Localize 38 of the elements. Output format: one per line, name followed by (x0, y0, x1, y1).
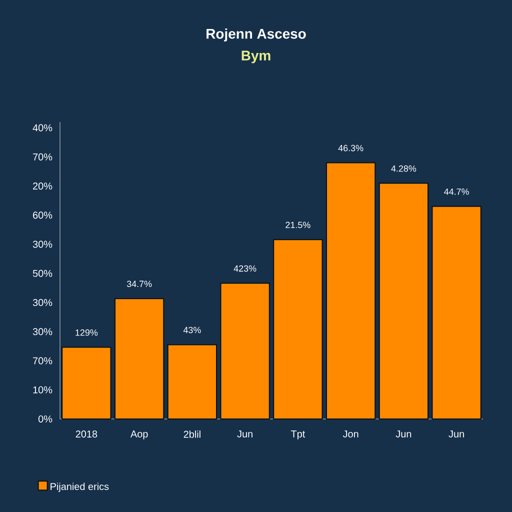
bar (167, 344, 218, 420)
chart-title: Rojenn Asceso (206, 28, 306, 42)
text: 21.5% (286, 222, 310, 228)
text: 129% (76, 329, 98, 336)
text: 70% (33, 357, 52, 364)
x-tick-label: Jun (237, 430, 252, 438)
x-tick-label: 2blil (184, 430, 200, 438)
text: 60% (33, 212, 52, 219)
text: 20% (33, 182, 52, 190)
text: 30% (32, 299, 52, 306)
bar (326, 162, 376, 420)
x-tick-label: Jon (342, 430, 358, 438)
x-tick-label: Tpt (290, 430, 306, 440)
text: 70% (33, 153, 52, 160)
text: 34.7% (126, 280, 152, 288)
text: 10% (33, 386, 52, 394)
text: 44.7% (444, 188, 469, 195)
text: 30% (32, 328, 52, 336)
x-tick-label: Jun (396, 430, 412, 438)
x-tick-label: 2018 (76, 430, 98, 438)
bar (432, 206, 482, 420)
text: 50% (32, 270, 52, 277)
text: 4.28% (391, 165, 416, 172)
bar (62, 346, 112, 420)
text: 46.3% (338, 144, 364, 152)
text: 423% (234, 265, 256, 272)
text: 40% (32, 124, 52, 132)
text: 30% (32, 240, 52, 248)
x-tick-label: Aop (130, 430, 148, 440)
bar (378, 182, 429, 420)
x-tick-label: Jun (448, 430, 464, 438)
chart-subtitle: Bym (242, 50, 270, 64)
text: 0% (38, 415, 52, 423)
legend-label: Pijanied erics (50, 482, 109, 492)
bar (114, 298, 164, 420)
bar (220, 282, 270, 420)
text: 43% (183, 326, 201, 334)
bar (273, 239, 323, 420)
